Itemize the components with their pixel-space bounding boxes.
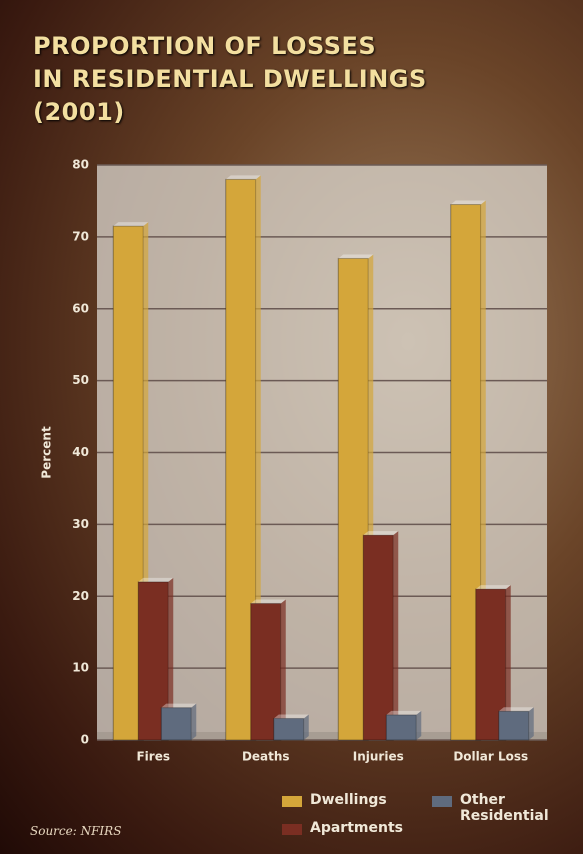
legend-swatch — [432, 796, 452, 807]
x-tick-label: Fires — [136, 750, 170, 764]
bar-group — [362, 531, 399, 741]
bar — [385, 714, 417, 741]
x-tick-label: Deaths — [242, 750, 290, 764]
y-tick-label: 40 — [72, 445, 89, 459]
legend-label: Apartments — [310, 820, 403, 836]
y-tick-label: 80 — [72, 158, 89, 172]
legend-swatch — [282, 796, 302, 807]
legend-swatch — [282, 824, 302, 835]
bar — [273, 717, 305, 741]
y-tick-label: 20 — [72, 589, 89, 603]
bar-top — [138, 577, 174, 582]
legend-item: Dwellings — [282, 792, 387, 808]
bar-group — [385, 710, 422, 741]
y-tick-label: 30 — [72, 517, 89, 531]
floor — [97, 732, 547, 740]
bar-group — [498, 707, 534, 741]
bar-side — [280, 599, 286, 740]
y-tick-label: 50 — [72, 373, 89, 387]
bar-side — [416, 710, 422, 740]
bar-top — [450, 200, 486, 205]
legend-item: Other Residential — [432, 792, 567, 824]
y-axis-label: Percent — [40, 426, 54, 479]
x-tick-label: Injuries — [353, 750, 404, 764]
bar-top — [273, 714, 309, 719]
bar-group — [273, 714, 309, 741]
bar-side — [303, 714, 309, 740]
bar-top — [386, 710, 422, 715]
bar-side — [393, 531, 399, 740]
bar-top — [161, 703, 197, 708]
legend-label: Other Residential — [460, 792, 549, 824]
bar-top — [113, 222, 149, 227]
bar-group — [250, 599, 286, 741]
x-tick-label: Dollar Loss — [453, 750, 528, 764]
bar-side — [528, 707, 534, 740]
y-tick-label: 60 — [72, 301, 89, 315]
bar-top — [475, 585, 511, 590]
bar-top — [250, 599, 286, 604]
y-tick-label: 70 — [72, 229, 89, 243]
source: Source: NFIRS — [30, 824, 122, 838]
bar-side — [505, 585, 511, 740]
bar-group — [160, 703, 197, 741]
bar-top — [225, 175, 261, 180]
legend-item: Apartments — [282, 820, 403, 836]
legend-label: Dwellings — [310, 792, 387, 808]
bar-top — [338, 254, 374, 259]
bar — [362, 534, 394, 741]
bar — [498, 710, 530, 741]
bar-top — [498, 707, 534, 712]
bar — [250, 602, 282, 741]
bar — [160, 707, 192, 741]
bar-side — [255, 175, 261, 740]
y-tick-label: 0 — [81, 733, 89, 747]
y-tick-label: 10 — [72, 661, 89, 675]
bar-top — [363, 531, 399, 536]
bar-side — [168, 577, 174, 740]
bar-side — [191, 703, 197, 740]
chart-title: PROPORTION OF LOSSES IN RESIDENTIAL DWEL… — [33, 32, 427, 126]
